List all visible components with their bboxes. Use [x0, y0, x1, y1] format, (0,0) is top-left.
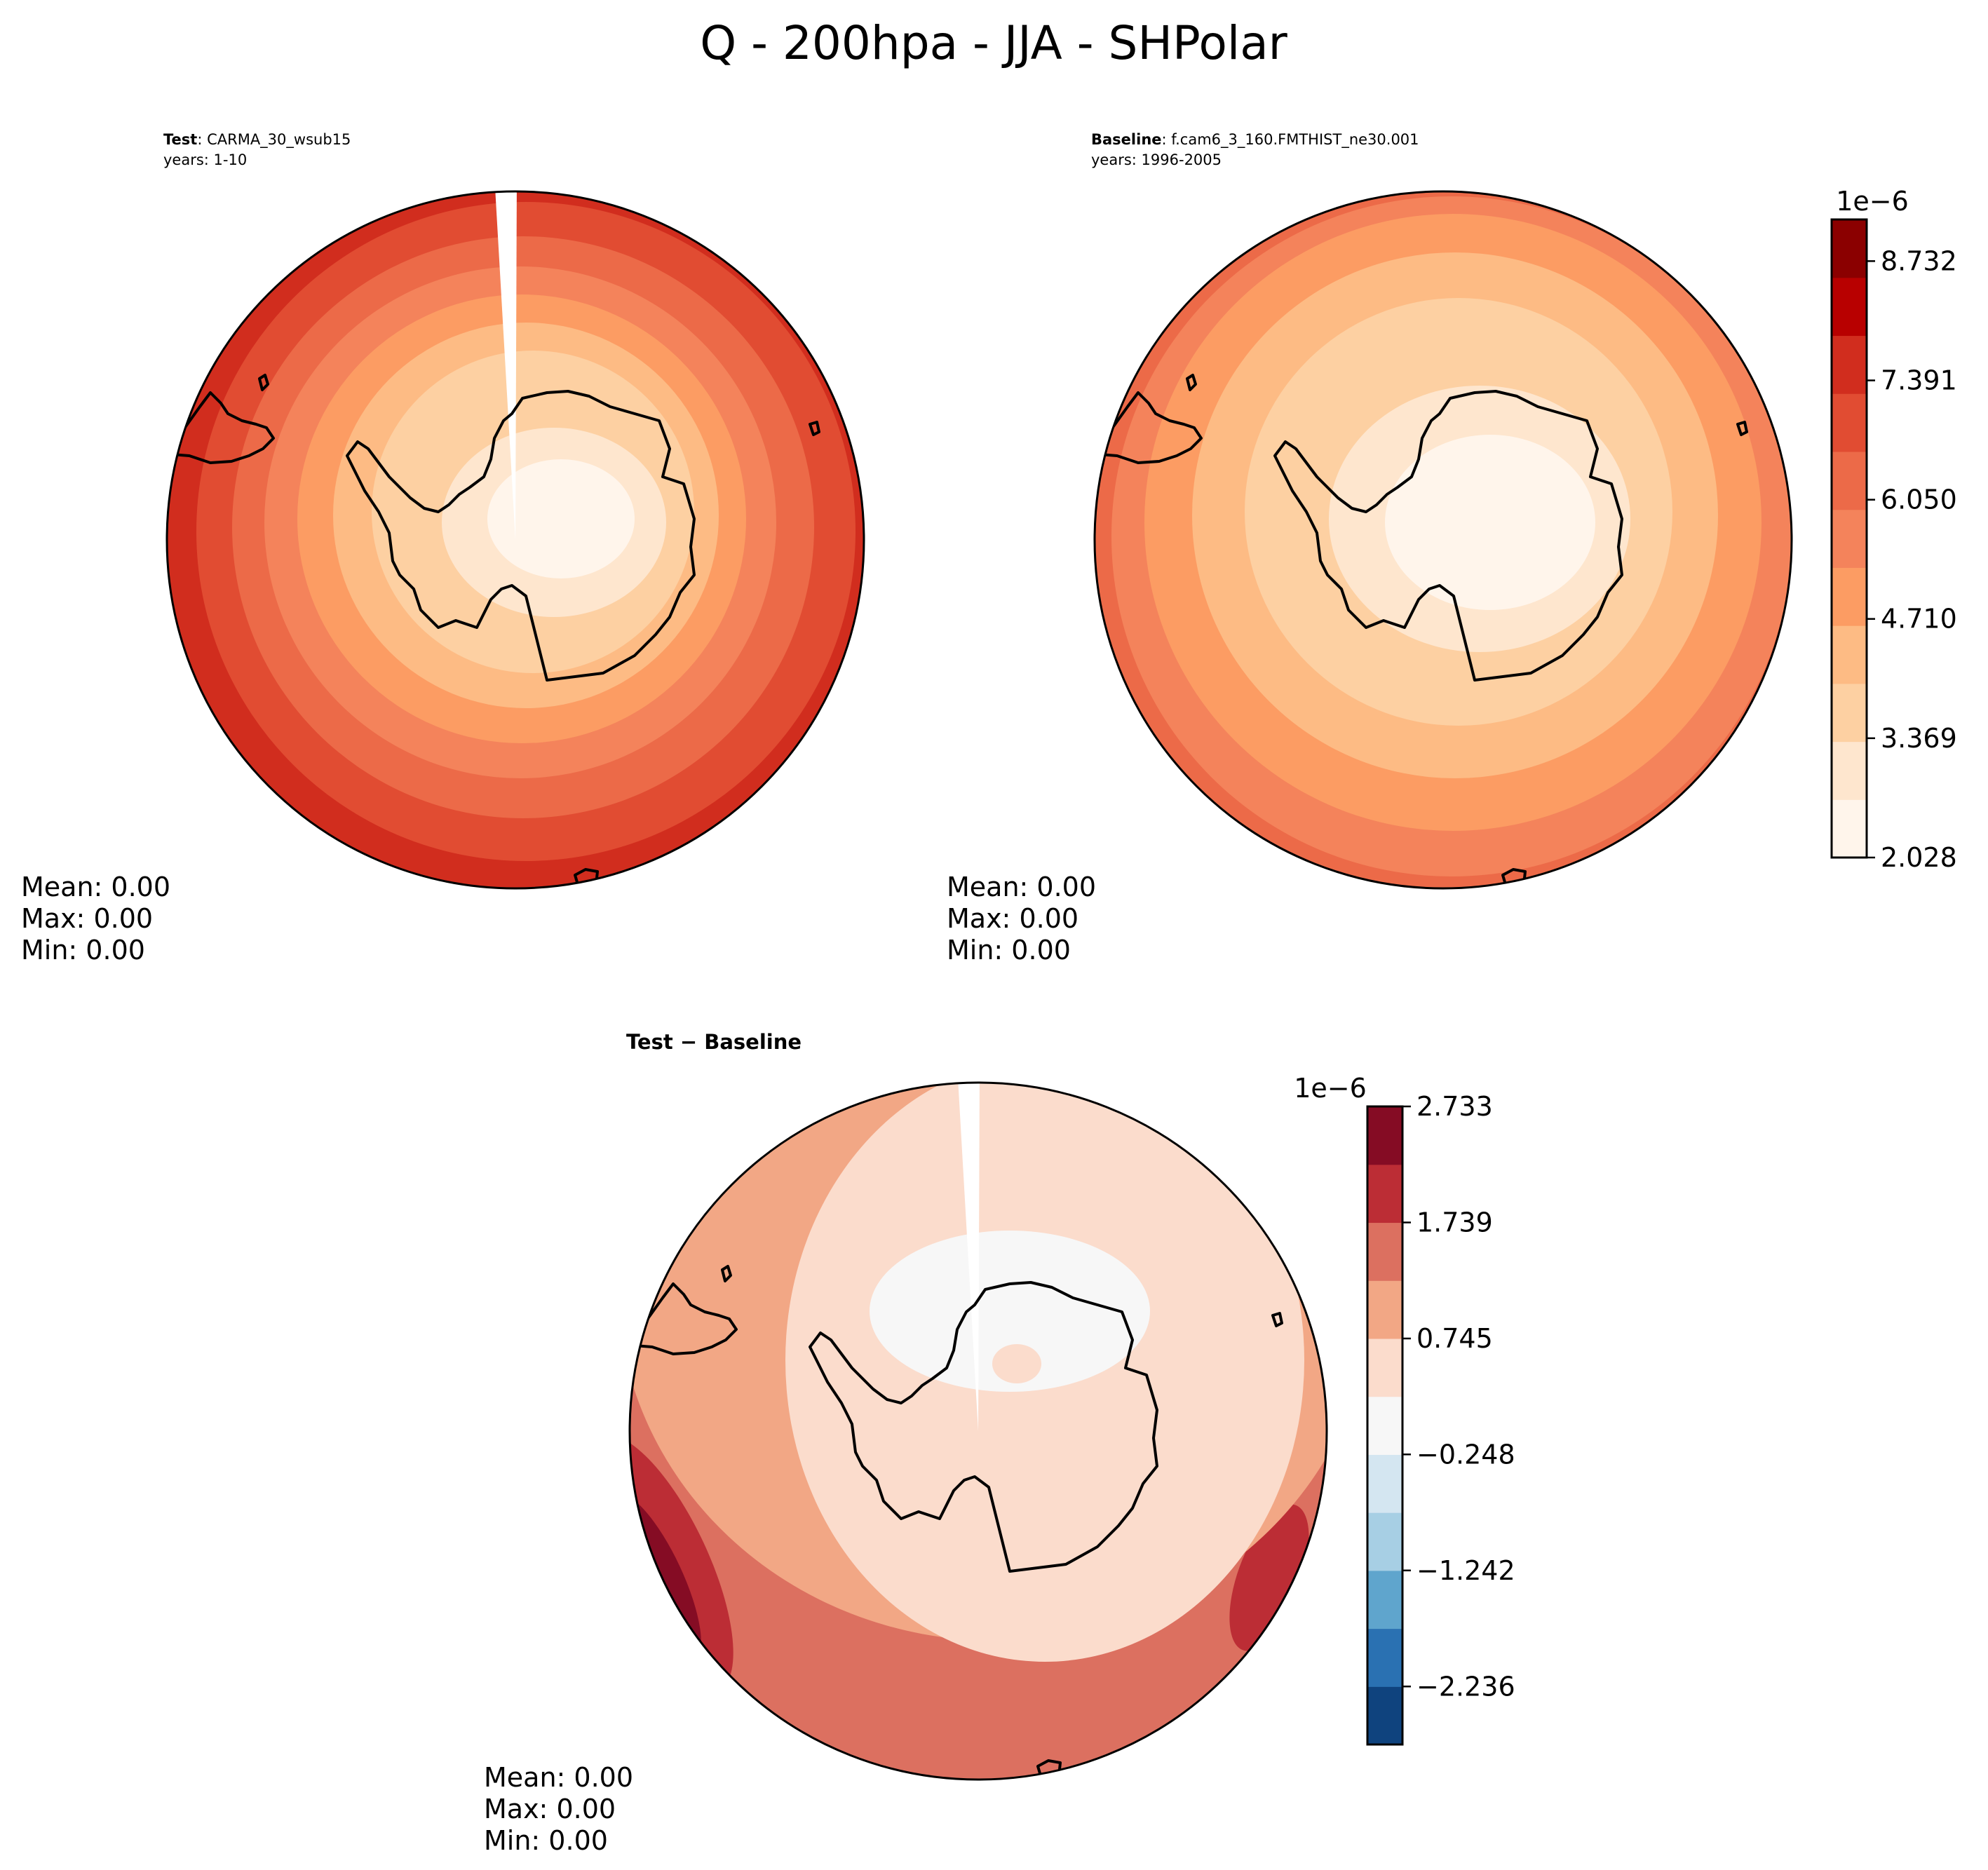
colorbar-band: [1832, 625, 1867, 684]
colorbar-band: [1367, 1628, 1402, 1687]
panel-baseline-title-bold: Baseline: [1091, 131, 1162, 148]
colorbar-band: [1832, 683, 1867, 743]
panel-test-title-bold: Test: [163, 131, 197, 148]
colorbar-band: [1367, 1222, 1402, 1281]
panel-baseline: Baseline: f.cam6_3_160.FMTHIST_ne30.001 …: [947, 131, 1793, 966]
panel-diff-max: Max: 0.00: [484, 1794, 616, 1824]
panel-diff-title: Test − Baseline: [626, 1030, 802, 1054]
panel-diff-map: [630, 1083, 1327, 1780]
colorbar-tick-label: 0.745: [1416, 1323, 1493, 1354]
figure-title: Q - 200hpa - JJA - SHPolar: [700, 16, 1287, 70]
colorbar-band: [1832, 277, 1867, 337]
colorbar-band: [1367, 1106, 1402, 1165]
panel-baseline-title: Baseline: f.cam6_3_160.FMTHIST_ne30.001: [1091, 131, 1419, 149]
colorbar-main-outline: [1830, 218, 1868, 859]
colorbar-tick-label: 3.369: [1881, 723, 1957, 754]
colorbar-band: [1367, 1570, 1402, 1630]
contour-band: [1229, 1504, 1309, 1651]
panel-diff-boundary: [628, 1081, 1328, 1781]
colorbar-band: [1367, 1164, 1402, 1224]
missing-data-wedge: [494, 191, 517, 540]
panel-diff: Test − Baseline: [484, 1030, 1328, 1856]
colorbar-tick-label: −1.242: [1416, 1555, 1515, 1586]
panel-test-map: [167, 191, 864, 888]
colorbar-tick-label: 8.732: [1881, 245, 1957, 276]
colorbar-tick-label: 6.050: [1881, 485, 1957, 515]
panel-test-max: Max: 0.00: [21, 903, 153, 934]
colorbar-main-multiplier: 1e−6: [1836, 186, 1909, 217]
panel-baseline-title-rest: : f.cam6_3_160.FMTHIST_ne30.001: [1162, 131, 1419, 149]
panel-baseline-mean: Mean: 0.00: [947, 872, 1096, 902]
colorbar-band: [1832, 451, 1867, 510]
panel-test-title-rest: : CARMA_30_wsub15: [197, 131, 351, 149]
colorbar-diff-multiplier: 1e−6: [1294, 1073, 1367, 1104]
colorbar-band: [1832, 219, 1867, 278]
panel-test: Test: CARMA_30_wsub15 years: 1-10: [21, 131, 865, 966]
panel-test-contours: [167, 191, 864, 888]
colorbar-band: [1832, 509, 1867, 568]
colorbar-band: [1367, 1454, 1402, 1513]
panel-baseline-years: years: 1996-2005: [1091, 151, 1222, 168]
colorbar-band: [1832, 335, 1867, 394]
colorbar-band: [1832, 567, 1867, 626]
panel-test-boundary: [165, 190, 865, 890]
colorbar-diff: 1e−6 2.733 1.739 0.745 −0.248 −1.242 −2.236: [1294, 1073, 1515, 1746]
missing-data-wedge: [957, 1083, 980, 1431]
colorbar-main-ticks: 2.028 3.369 4.710 6.050 7.391 8.732: [1867, 245, 1957, 873]
colorbar-tick-label: 1.739: [1416, 1207, 1493, 1238]
colorbar-band: [1367, 1686, 1402, 1745]
panel-test-mean: Mean: 0.00: [21, 872, 170, 902]
colorbar-band: [1832, 393, 1867, 452]
colorbar-main-bands: [1832, 219, 1867, 858]
colorbar-tick-label: −2.236: [1416, 1671, 1515, 1702]
colorbar-diff-bands: [1367, 1106, 1402, 1745]
panel-test-years: years: 1-10: [163, 151, 247, 168]
panel-diff-mean: Mean: 0.00: [484, 1762, 633, 1793]
panel-baseline-min: Min: 0.00: [947, 935, 1071, 966]
colorbar-tick-label: 2.028: [1881, 842, 1957, 873]
colorbar-band: [1367, 1338, 1402, 1397]
colorbar-tick-label: 2.733: [1416, 1091, 1493, 1122]
panel-test-min: Min: 0.00: [21, 935, 145, 966]
panel-baseline-map: [1095, 191, 1792, 888]
colorbar-tick-label: 7.391: [1881, 365, 1957, 396]
colorbar-band: [1832, 741, 1867, 800]
panel-baseline-contours: [1095, 191, 1792, 888]
contour-band: [1385, 435, 1595, 610]
panel-test-title: Test: CARMA_30_wsub15: [163, 131, 351, 149]
colorbar-tick-label: −0.248: [1416, 1439, 1515, 1470]
colorbar-tick-label: 4.710: [1881, 604, 1957, 635]
panel-baseline-boundary: [1093, 190, 1793, 890]
colorbar-diff-outline: [1366, 1105, 1404, 1746]
colorbar-band: [1367, 1512, 1402, 1571]
panel-baseline-max: Max: 0.00: [947, 903, 1078, 934]
colorbar-diff-ticks: 2.733 1.739 0.745 −0.248 −1.242 −2.236: [1402, 1091, 1515, 1702]
contour-band: [487, 459, 635, 578]
colorbar-band: [1832, 799, 1867, 858]
contour-band: [992, 1344, 1041, 1383]
colorbar-band: [1367, 1396, 1402, 1455]
panel-diff-min: Min: 0.00: [484, 1825, 608, 1856]
colorbar-main: 1e−6 2.028 3.369 4.710 6.050 7.391 8.732: [1830, 186, 1957, 873]
colorbar-band: [1367, 1280, 1402, 1339]
